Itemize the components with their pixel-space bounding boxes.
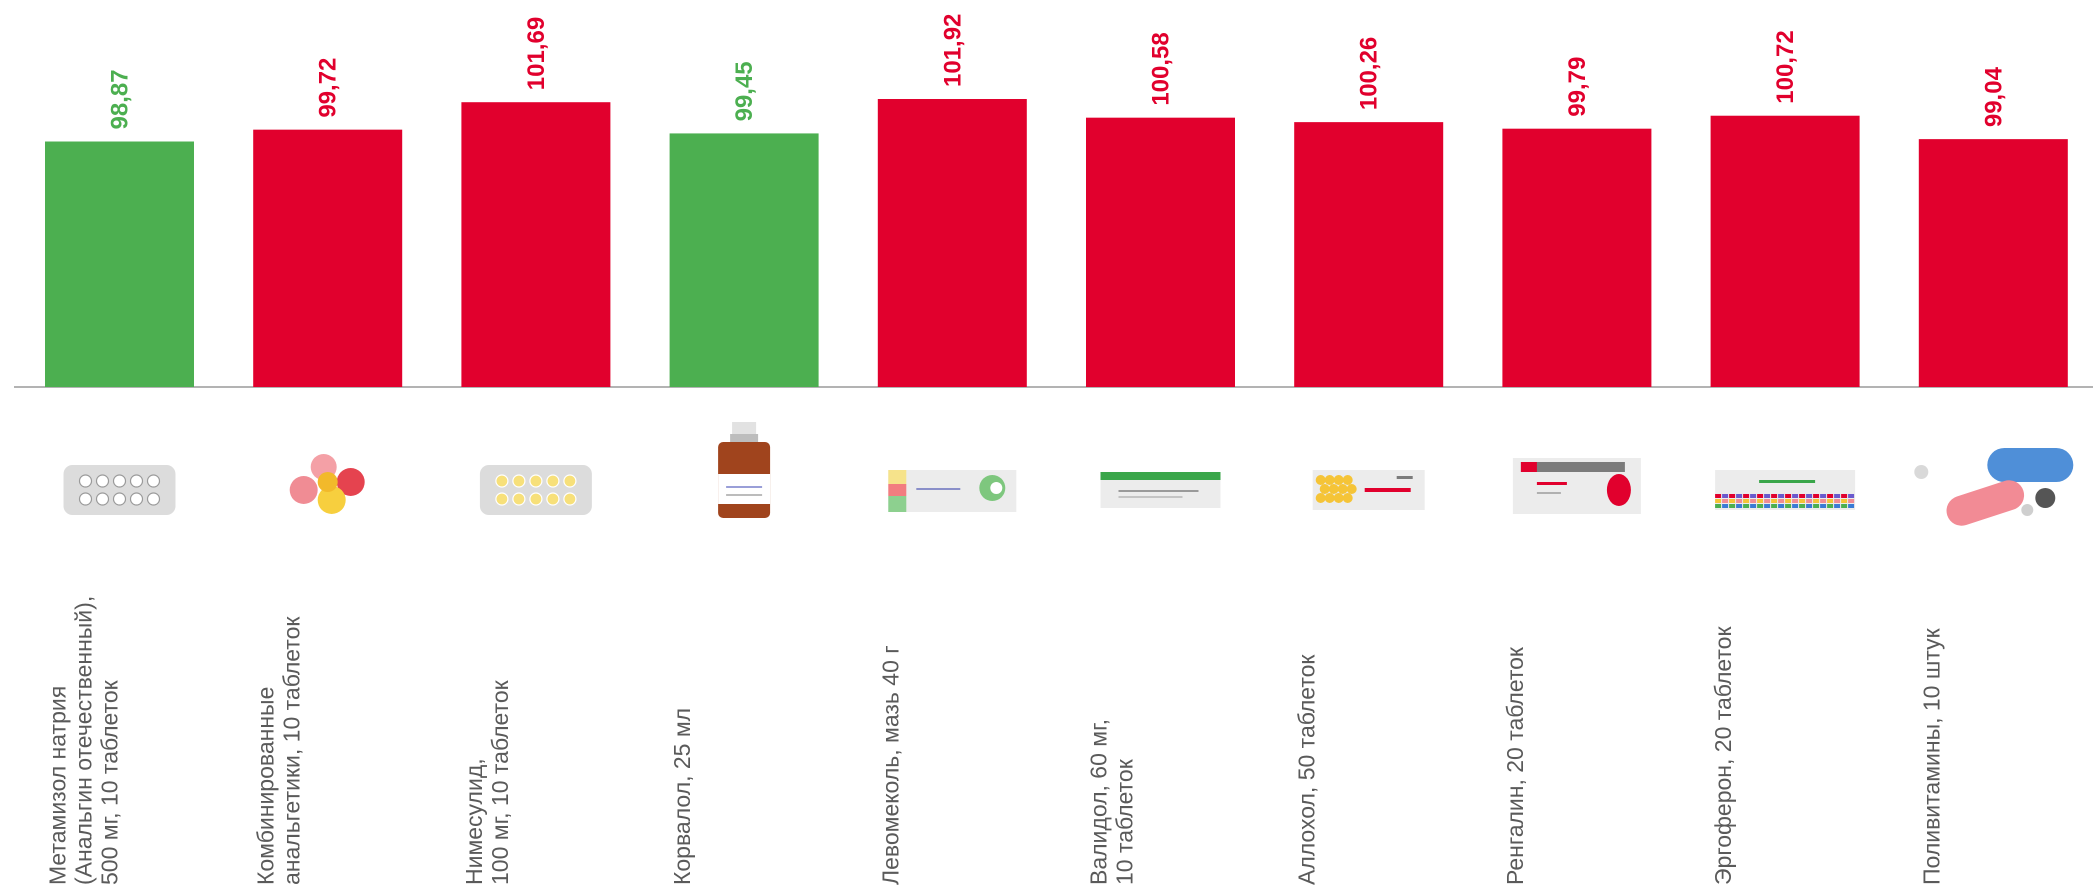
category-label-line: Эргоферон, 20 таблеток <box>1710 626 1736 885</box>
red-box-icon <box>1512 458 1641 514</box>
category-label-line: Нимесулид, <box>461 758 487 885</box>
category-label-line: (Анальгин отечественный), <box>71 596 97 885</box>
bar <box>1918 139 2068 387</box>
category-label-line: анальгетики, 10 таблеток <box>279 616 305 885</box>
bar-value-label: 100,26 <box>1356 37 1383 110</box>
medicine-bottle-icon <box>718 422 771 518</box>
blister-pack-icon <box>63 465 176 515</box>
category-label-line: 500 мг, 10 таблеток <box>97 679 123 885</box>
category-label-line: Комбинированные <box>253 687 279 885</box>
category-label-line: Метамизол натрия <box>45 686 71 885</box>
category-label-line: Аллохол, 50 таблеток <box>1294 654 1320 885</box>
category-label-line: 100 мг, 10 таблеток <box>487 679 513 885</box>
yellow-blister-pack-icon <box>479 465 592 515</box>
category-label-line: Ренгалин, 20 таблеток <box>1502 646 1528 885</box>
category-labels-layer: Метамизол натрия (Анальгин отечественный)… <box>45 596 1945 885</box>
ointment-box-icon <box>888 470 1017 512</box>
capsules-icon <box>1914 448 2074 526</box>
bar <box>1294 122 1444 387</box>
bar <box>253 129 403 387</box>
bar <box>877 99 1027 387</box>
bar <box>45 141 194 387</box>
bar-value-label: 99,79 <box>1564 57 1591 117</box>
bar-value-label: 100,72 <box>1772 30 1799 103</box>
category-label-line: Корвалол, 25 мл <box>669 708 695 885</box>
tablet-box-icon <box>1312 470 1425 510</box>
bar <box>461 102 611 387</box>
product-icons-layer <box>63 422 2074 526</box>
bar <box>1086 117 1235 388</box>
bar-value-label: 98,87 <box>107 69 134 129</box>
bar <box>1502 128 1652 387</box>
bar-value-label: 99,04 <box>1980 66 2007 127</box>
bar-value-label: 101,92 <box>939 14 966 87</box>
category-label-line: Поливитамины, 10 штук <box>1918 627 1944 885</box>
category-label-line: Левомеколь, мазь 40 г <box>877 645 903 885</box>
bar <box>1710 115 1860 387</box>
bar-value-label: 99,72 <box>315 58 342 118</box>
bar-value-label: 100,58 <box>1148 32 1175 105</box>
value-labels-layer: 98,87 99,72 101,69 99,45 101,92 100,58 100,26 9… <box>107 14 2008 130</box>
multicolor-box-icon <box>1715 470 1856 510</box>
green-box-icon <box>1100 472 1221 508</box>
bar <box>669 133 819 387</box>
category-label-line: Валидол, 60 мг, <box>1086 719 1112 885</box>
bars-layer <box>45 99 2068 388</box>
bar-value-label: 101,69 <box>523 17 550 90</box>
bar-value-label: 99,45 <box>731 61 758 121</box>
category-label-line: 10 таблеток <box>1112 758 1138 885</box>
pills-icon <box>289 454 365 514</box>
